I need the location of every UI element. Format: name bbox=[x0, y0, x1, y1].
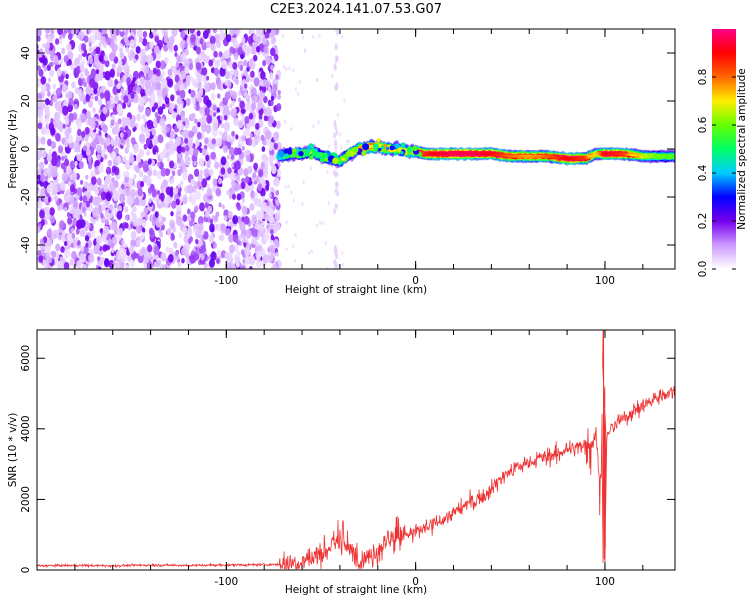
colorbar-tick-label: 0.6 bbox=[697, 116, 709, 133]
x-tick-label: 0 bbox=[412, 275, 419, 287]
x-tick-label: -100 bbox=[214, 275, 238, 287]
colorbar-tick-label: 0.2 bbox=[697, 213, 709, 230]
colorbar-gradient bbox=[712, 29, 736, 269]
colorbar-ticks: 0.0 0.2 0.4 0.6 0.8 bbox=[697, 69, 736, 278]
figure-title: C2E3.2024.141.07.53.G07 bbox=[269, 2, 443, 17]
y-tick-label: -20 bbox=[20, 188, 32, 205]
y-tick-label: 0 bbox=[20, 567, 32, 574]
colorbar-tick-label: 0.8 bbox=[697, 69, 709, 86]
y-tick-label: 2000 bbox=[20, 486, 32, 513]
snr-plot-area bbox=[37, 330, 675, 570]
spectrogram-panel: -100 0 100 -40 -20 0 20 40 Height of straight l… bbox=[7, 28, 676, 296]
spectrogram-xlabel: Height of straight line (km) bbox=[285, 284, 427, 296]
colorbar-label: Normalized spectral amplitude bbox=[736, 68, 748, 229]
y-tick-label: 20 bbox=[20, 94, 32, 107]
signal-track-core bbox=[276, 138, 638, 165]
snr-xlabel: Height of straight line (km) bbox=[285, 584, 427, 596]
colorbar-tick-label: 0.0 bbox=[697, 261, 709, 278]
spectrogram-ticks: -100 0 100 -40 -20 0 20 40 bbox=[20, 29, 675, 287]
spectrogram-ylabel: Frequency (Hz) bbox=[7, 109, 19, 188]
noise-speckle-field bbox=[37, 29, 350, 269]
snr-series-line bbox=[37, 330, 675, 570]
y-tick-label: 4000 bbox=[20, 415, 32, 442]
y-tick-label: 6000 bbox=[20, 345, 32, 372]
snr-frame bbox=[36, 329, 676, 571]
colorbar-tick-label: 0.4 bbox=[697, 164, 709, 181]
y-tick-label: -40 bbox=[20, 236, 32, 253]
x-tick-label: 100 bbox=[595, 275, 615, 287]
signal-track bbox=[276, 138, 675, 169]
x-tick-label: -100 bbox=[214, 576, 238, 588]
y-tick-label: 40 bbox=[20, 46, 32, 59]
x-tick-label: 100 bbox=[595, 576, 615, 588]
y-tick-label: 0 bbox=[20, 146, 32, 153]
colorbar: 0.0 0.2 0.4 0.6 0.8 Normalized spectral ampl… bbox=[697, 29, 748, 277]
snr-ylabel: SNR (10 * v/v) bbox=[7, 413, 19, 488]
spectrogram-plot-area bbox=[37, 29, 675, 269]
x-tick-label: 0 bbox=[412, 576, 419, 588]
